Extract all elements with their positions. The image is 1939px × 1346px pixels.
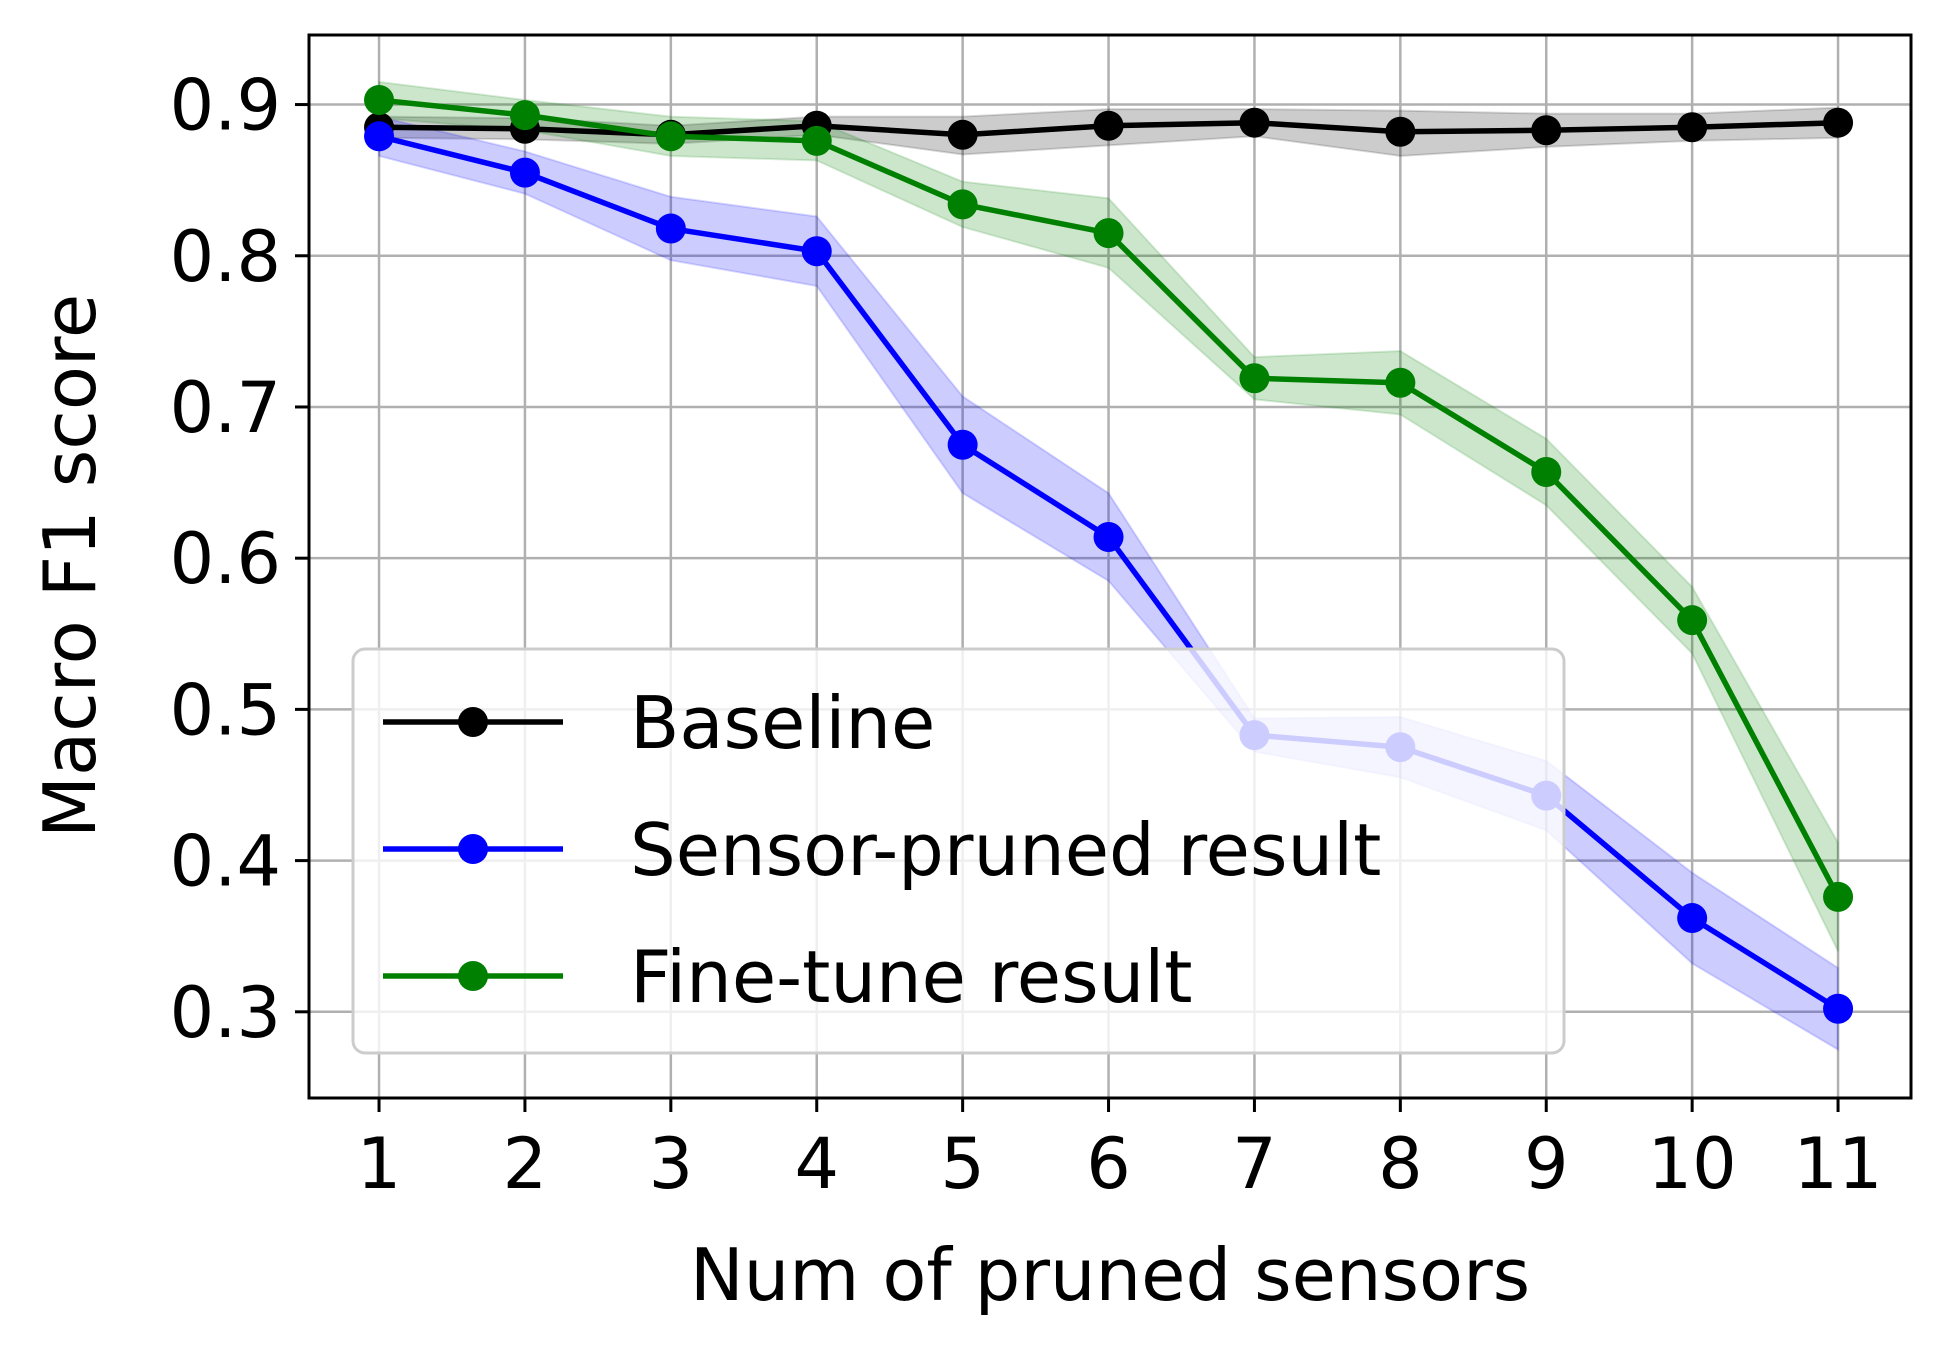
sensor-pruned-result-point bbox=[364, 121, 395, 152]
fine-tune-result-point bbox=[364, 85, 395, 116]
y-tick-label: 0.3 bbox=[170, 972, 281, 1054]
x-tick-label: 6 bbox=[1086, 1123, 1131, 1205]
fine-tune-result-point bbox=[947, 189, 978, 220]
legend: Baseline Sensor-pruned result Fine-tune re… bbox=[351, 647, 1566, 1055]
sensor-pruned-result-point bbox=[1093, 522, 1124, 553]
y-tick-label: 0.9 bbox=[170, 65, 281, 147]
series-markers bbox=[364, 85, 1854, 1024]
sensor-pruned-result-band bbox=[378, 115, 1840, 1052]
baseline-legend-label: Baseline bbox=[630, 681, 935, 765]
x-tick-label: 1 bbox=[357, 1123, 402, 1205]
x-tick-label: 11 bbox=[1794, 1123, 1883, 1205]
baseline-point bbox=[1677, 112, 1708, 143]
fine-tune-result-point bbox=[1239, 363, 1270, 394]
baseline-point bbox=[1823, 107, 1854, 138]
baseline-point bbox=[1239, 107, 1270, 138]
fine-tune-result-point bbox=[509, 100, 540, 131]
legend-box bbox=[351, 647, 1566, 1055]
x-tick-label: 3 bbox=[649, 1123, 694, 1205]
baseline-point bbox=[1531, 115, 1562, 146]
y-axis-ticks: 0.3 0.4 0.5 0.6 0.7 0.8 0.9 bbox=[170, 65, 309, 1054]
sensor-pruned-result-point bbox=[1823, 993, 1854, 1024]
sensor-pruned-result-point bbox=[655, 213, 686, 244]
baseline-point bbox=[947, 119, 978, 150]
fine-tune-result-point bbox=[1385, 367, 1416, 398]
y-tick-label: 0.6 bbox=[170, 518, 281, 600]
x-tick-label: 9 bbox=[1524, 1123, 1569, 1205]
y-tick-label: 0.7 bbox=[170, 367, 281, 449]
y-axis-label: Macro F1 score bbox=[28, 294, 112, 838]
fine-tune-result-point bbox=[1823, 881, 1854, 912]
y-tick-label: 0.4 bbox=[170, 821, 281, 903]
baseline-point bbox=[1385, 116, 1416, 147]
sensor-pruned-result-point bbox=[509, 157, 540, 188]
fine-tune-result-point bbox=[655, 121, 686, 152]
fine-tune-result-point bbox=[1093, 218, 1124, 249]
x-tick-label: 8 bbox=[1378, 1123, 1423, 1205]
x-tick-label: 7 bbox=[1232, 1123, 1277, 1205]
baseline-legend-marker bbox=[458, 707, 488, 737]
sensor-pruned-result-legend-marker bbox=[458, 834, 488, 864]
x-tick-label: 2 bbox=[503, 1123, 548, 1205]
sensor-pruned-result-point bbox=[801, 236, 832, 267]
fine-tune-result-band bbox=[378, 80, 1840, 952]
sensor-pruned-result-point bbox=[947, 429, 978, 460]
fine-tune-result-point bbox=[1531, 456, 1562, 487]
sensor-pruned-result-legend-label: Sensor-pruned result bbox=[630, 808, 1381, 892]
x-tick-label: 5 bbox=[940, 1123, 985, 1205]
fine-tune-result-point bbox=[801, 125, 832, 156]
y-tick-label: 0.5 bbox=[170, 669, 281, 751]
fine-tune-result-legend-label: Fine-tune result bbox=[630, 935, 1192, 1019]
baseline-point bbox=[1093, 110, 1124, 141]
fine-tune-result-point bbox=[1677, 605, 1708, 636]
x-axis-label: Num of pruned sensors bbox=[690, 1233, 1530, 1317]
x-tick-label: 4 bbox=[794, 1123, 839, 1205]
y-tick-label: 0.8 bbox=[170, 216, 281, 298]
fine-tune-result-legend-marker bbox=[458, 961, 488, 991]
sensor-pruned-result-point bbox=[1677, 903, 1708, 934]
x-tick-label: 10 bbox=[1648, 1123, 1737, 1205]
x-axis-ticks: 1 2 3 4 5 6 7 8 9 10 11 bbox=[357, 1098, 1883, 1205]
